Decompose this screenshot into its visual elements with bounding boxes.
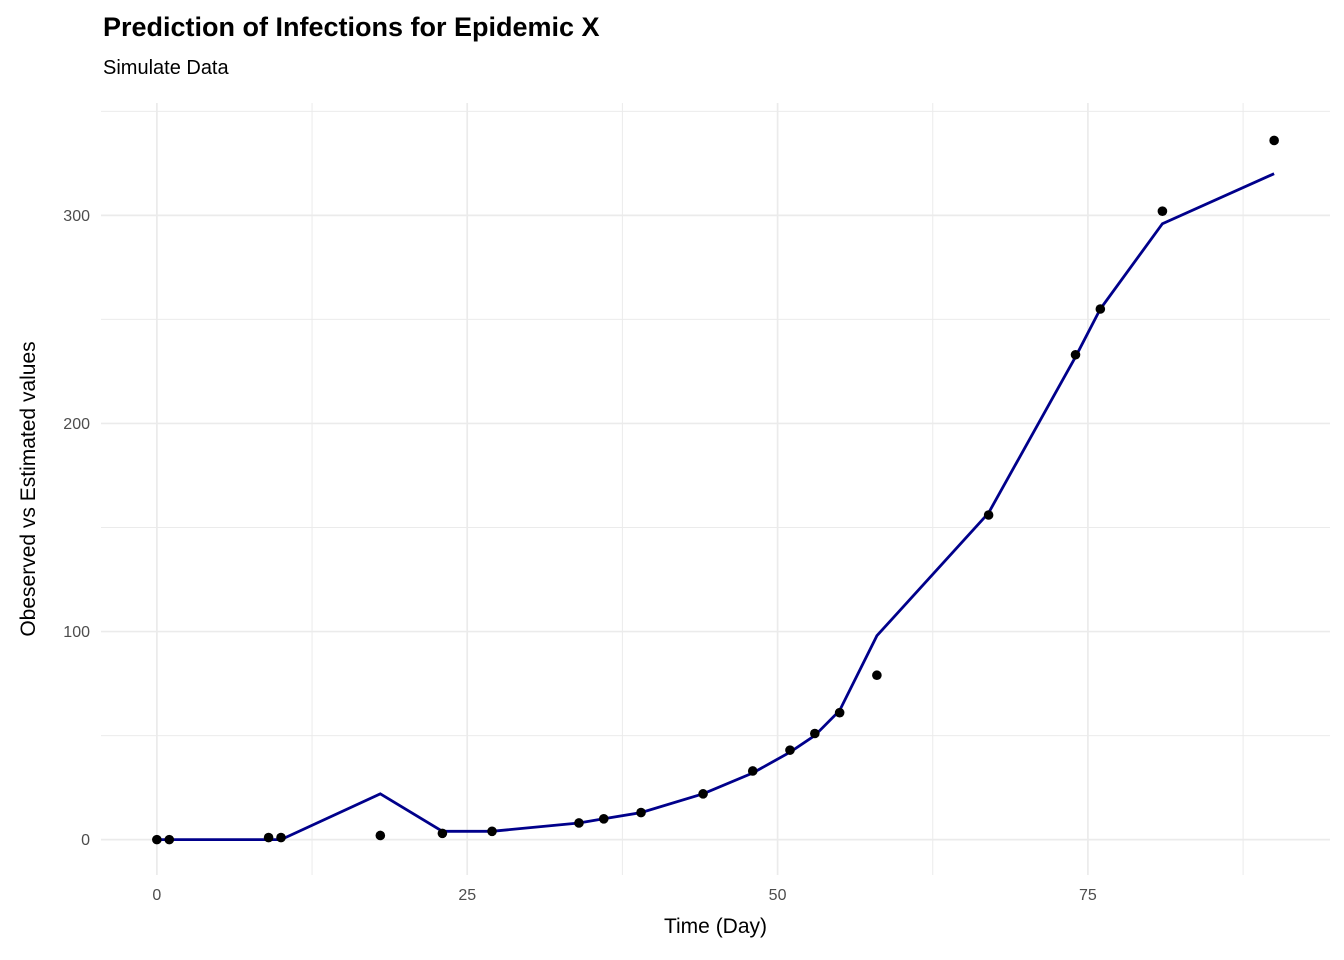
observed-point [598,814,609,824]
y-tick-label: 300 [63,208,90,225]
observed-point [785,745,795,755]
observed-point [747,766,758,776]
observed-point [872,670,882,681]
estimated-line [156,172,1275,841]
observed-point [834,707,845,718]
observed-point [1070,349,1081,360]
observed-point [1269,135,1279,146]
y-tick-label: 0 [81,832,90,849]
observed-point [152,834,162,845]
observed-point [437,828,448,839]
observed-point [1157,206,1168,217]
y-tick-label: 200 [63,416,90,433]
x-tick-label: 25 [458,887,476,904]
observed-point [375,830,386,841]
plot-subtitle: Simulate Data [103,57,229,79]
y-tick-label: 100 [63,624,90,641]
observed-point [636,807,646,818]
observed-point [487,826,497,837]
observed-point [574,818,584,828]
observed-point [263,832,274,843]
x-tick-label: 0 [152,887,161,904]
plot-title: Prediction of Infections for Epidemic X [103,12,600,42]
observed-point [983,510,994,520]
observed-point [276,832,286,843]
observed-point [810,728,820,739]
x-tick-label: 75 [1079,887,1097,904]
x-tick-label: 50 [769,887,787,904]
y-axis-title: Obeserved vs Estimated values [17,341,40,637]
observed-point [164,834,175,845]
observed-point [1095,304,1106,314]
observed-point [698,789,708,799]
x-axis-title: Time (Day) [663,915,768,938]
